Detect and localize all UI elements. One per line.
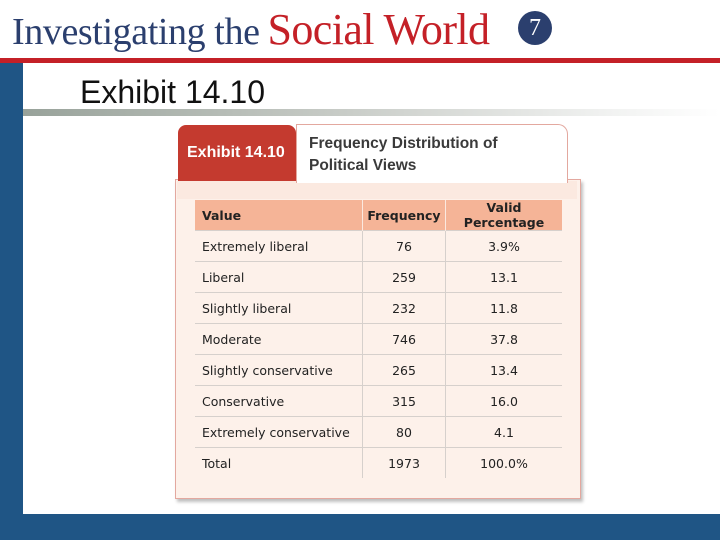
exhibit-caption-frame: Frequency Distribution of Political View…	[296, 124, 568, 183]
cell-valid-percentage: 3.9%	[445, 230, 562, 262]
cell-value: Extremely liberal	[195, 230, 363, 262]
exhibit-caption-line1: Frequency Distribution of	[309, 135, 498, 152]
exhibit-tab: Exhibit 14.10	[178, 125, 296, 181]
table-row: Extremely liberal 76 3.9%	[195, 230, 562, 262]
book-title-part1: Investigating the	[12, 11, 260, 53]
cell-value: Moderate	[195, 323, 363, 355]
cell-value: Slightly conservative	[195, 354, 363, 386]
cell-value: Slightly liberal	[195, 292, 363, 324]
title-underline	[23, 109, 720, 116]
cell-frequency: 259	[362, 261, 446, 293]
cell-valid-percentage: 13.1	[445, 261, 562, 293]
slide-title: Exhibit 14.10	[80, 74, 266, 110]
book-title: Investigating the Social World	[12, 2, 490, 68]
cell-valid-percentage: 100.0%	[445, 447, 562, 478]
cell-frequency: 232	[362, 292, 446, 324]
cell-frequency: 746	[362, 323, 446, 355]
cell-valid-percentage: 16.0	[445, 385, 562, 417]
cell-frequency: 1973	[362, 447, 446, 478]
cell-frequency: 80	[362, 416, 446, 448]
cell-frequency: 315	[362, 385, 446, 417]
table-row: Conservative 315 16.0	[195, 385, 562, 417]
footer-band	[0, 514, 720, 540]
sidebar-band	[0, 63, 23, 540]
table-row: Extremely conservative 80 4.1	[195, 416, 562, 448]
cell-frequency: 265	[362, 354, 446, 386]
cell-value: Total	[195, 447, 363, 478]
slide-header: Investigating the Social World 7	[0, 0, 720, 58]
table-row: Moderate 746 37.8	[195, 323, 562, 355]
cell-valid-percentage: 37.8	[445, 323, 562, 355]
column-header-value: Value	[195, 200, 363, 231]
cell-value: Liberal	[195, 261, 363, 293]
column-header-valid-percentage: Valid Percentage	[445, 200, 562, 231]
exhibit-caption-line2: Political Views	[309, 157, 417, 174]
cell-valid-percentage: 4.1	[445, 416, 562, 448]
frequency-table: Value Frequency Valid Percentage Extreme…	[195, 200, 562, 478]
column-header-frequency: Frequency	[362, 200, 446, 231]
cell-frequency: 76	[362, 230, 446, 262]
exhibit-tab-label: Exhibit 14.10	[187, 144, 285, 161]
cell-value: Conservative	[195, 385, 363, 417]
cell-valid-percentage: 11.8	[445, 292, 562, 324]
table-row: Slightly liberal 232 11.8	[195, 292, 562, 324]
cell-value: Extremely conservative	[195, 416, 363, 448]
book-title-part2: Social World	[267, 5, 490, 54]
table-row-total: Total 1973 100.0%	[195, 447, 562, 478]
table-row: Liberal 259 13.1	[195, 261, 562, 293]
edition-badge: 7	[518, 11, 552, 45]
header-rule	[0, 58, 720, 63]
table-header-row: Value Frequency Valid Percentage	[195, 200, 562, 231]
table-row: Slightly conservative 265 13.4	[195, 354, 562, 386]
exhibit-caption: Frequency Distribution of Political View…	[309, 133, 498, 177]
cell-valid-percentage: 13.4	[445, 354, 562, 386]
exhibit-panel-top-band	[177, 181, 577, 199]
